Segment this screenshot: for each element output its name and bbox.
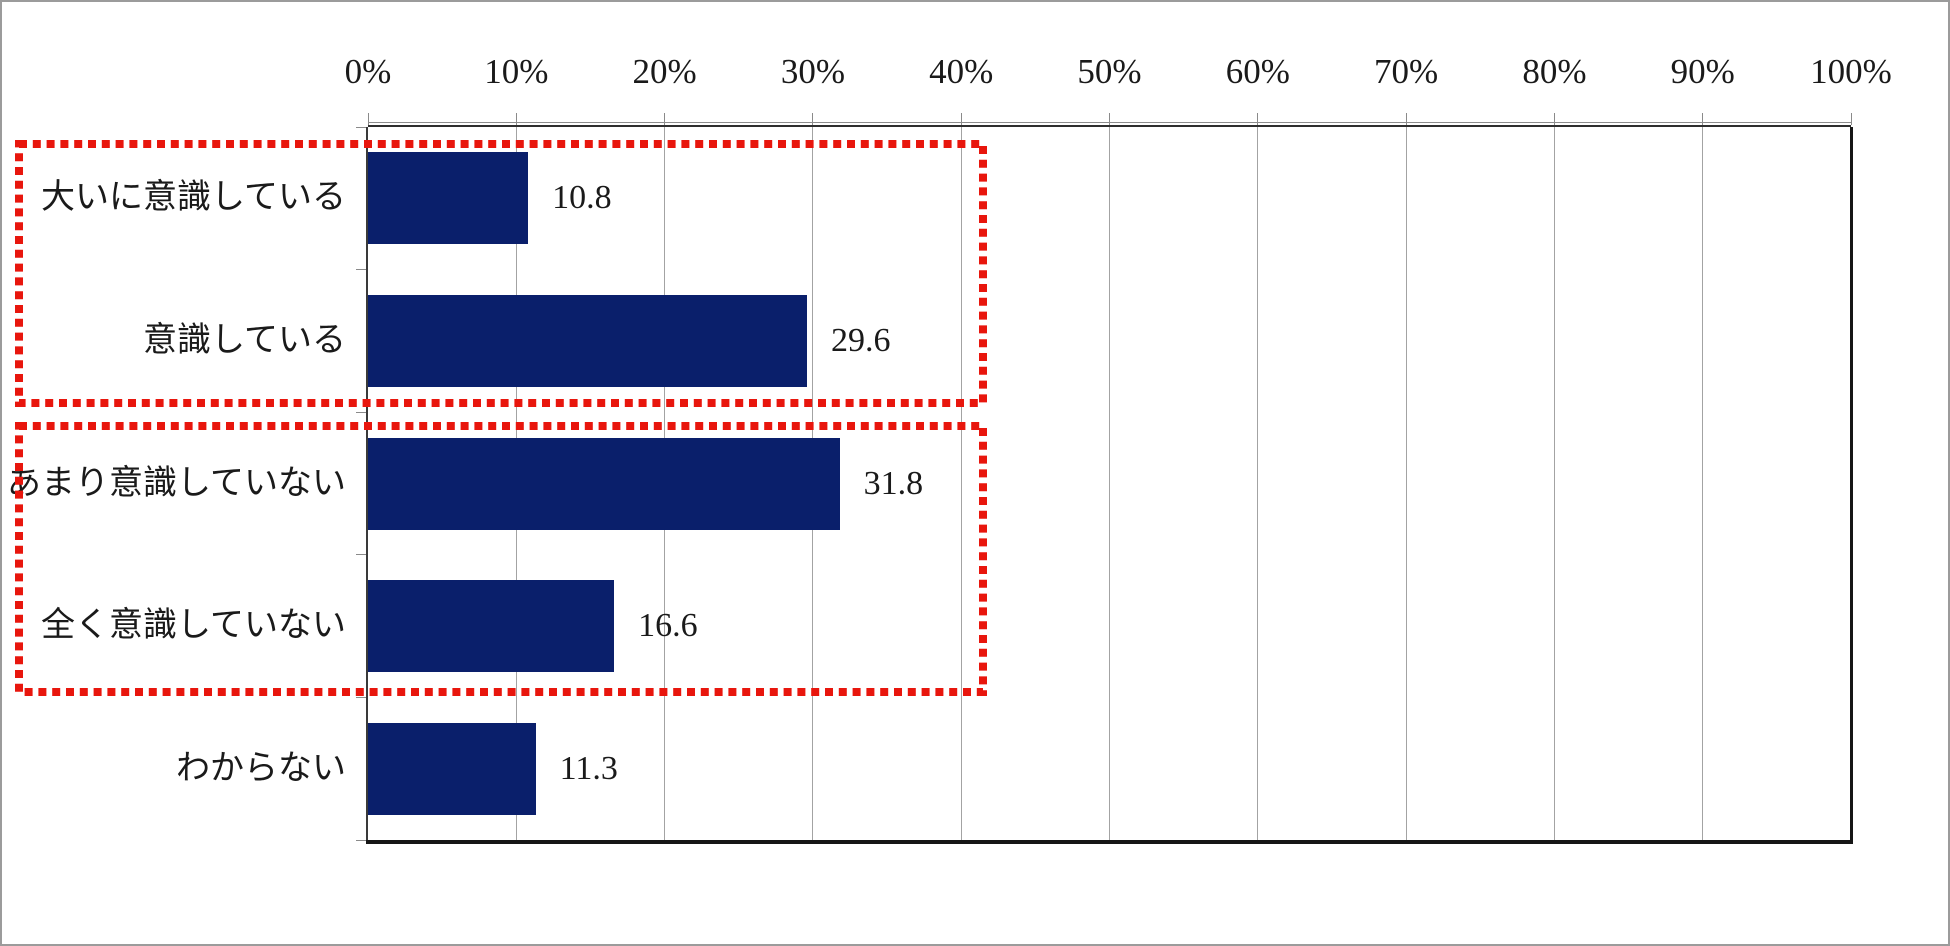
bar <box>368 437 840 530</box>
bar <box>368 152 529 245</box>
x-axis-tick-label: 90% <box>1670 52 1735 91</box>
x-axis-tick-label: 10% <box>484 52 549 91</box>
plot-border-top-outer <box>368 122 1851 123</box>
bar-value-label: 10.8 <box>552 179 612 217</box>
axis-tick-mark <box>664 113 666 125</box>
gridline <box>1702 127 1704 840</box>
x-axis-tick-label: 40% <box>929 52 994 91</box>
x-axis-tick-label: 70% <box>1374 52 1439 91</box>
gridline <box>1257 127 1259 840</box>
x-axis-tick-label: 100% <box>1810 52 1892 91</box>
bar-value-label: 29.6 <box>830 321 891 359</box>
gridline <box>960 127 962 840</box>
x-axis-tick-label: 50% <box>1077 52 1142 91</box>
bar <box>368 722 536 815</box>
plot-border-bottom <box>366 840 1853 844</box>
category-label: あまり意識していない <box>7 464 346 502</box>
category-label: わからない <box>176 749 346 787</box>
category-label: 大いに意識している <box>41 179 346 217</box>
axis-tick-mark <box>1702 113 1704 125</box>
x-axis-tick-label: 20% <box>632 52 697 91</box>
axis-tick-mark <box>356 411 368 413</box>
category-label: 意識している <box>143 321 346 359</box>
axis-tick-mark <box>356 696 368 698</box>
axis-tick-mark <box>356 839 368 841</box>
axis-tick-mark <box>1405 113 1407 125</box>
axis-tick-mark <box>960 113 962 125</box>
bar-value-label: 11.3 <box>559 749 618 787</box>
axis-tick-mark <box>1850 113 1852 125</box>
bar <box>368 294 807 387</box>
category-label: 全く意識していない <box>41 607 346 645</box>
x-axis-tick-label: 30% <box>780 52 845 91</box>
axis-tick-mark <box>515 113 517 125</box>
x-axis-tick-label: 60% <box>1225 52 1290 91</box>
plot-border-top <box>368 125 1851 127</box>
axis-tick-mark <box>1257 113 1259 125</box>
axis-tick-mark <box>356 126 368 128</box>
bar-value-label: 16.6 <box>638 607 698 645</box>
plot-border-right <box>1850 127 1853 840</box>
gridline <box>1405 127 1407 840</box>
bar <box>368 580 615 673</box>
axis-tick-mark <box>367 113 369 125</box>
gridline <box>1109 127 1110 840</box>
bar-value-label: 31.8 <box>863 464 924 502</box>
gridline <box>1553 127 1555 840</box>
axis-tick-mark <box>1553 113 1555 125</box>
axis-tick-mark <box>812 113 814 125</box>
axis-tick-mark <box>1109 113 1110 125</box>
x-axis-tick-label: 80% <box>1522 52 1587 91</box>
x-axis-tick-label: 0% <box>344 52 392 91</box>
